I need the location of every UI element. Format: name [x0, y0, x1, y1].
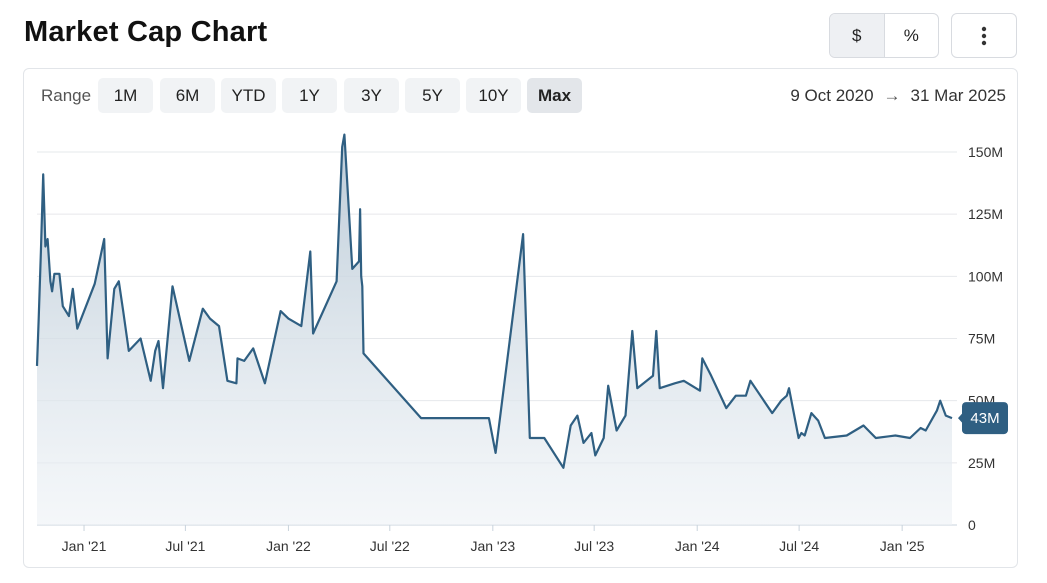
x-tick-label: Jul '24 [779, 538, 819, 554]
date-range[interactable]: 9 Oct 2020 → 31 Mar 2025 [790, 86, 1006, 106]
arrow-right-icon: → [883, 86, 901, 105]
unit-toggle: $ % [829, 13, 939, 58]
chart-area [35, 133, 953, 525]
area-fill [37, 134, 952, 525]
x-tick-label: Jan '23 [470, 538, 515, 554]
more-vertical-icon [981, 26, 987, 45]
x-tick-label: Jan '24 [675, 538, 720, 554]
y-tick-label: 25M [968, 455, 995, 471]
last-value-badge [962, 402, 1008, 435]
more-options-button[interactable] [951, 13, 1017, 58]
y-tick-label: 150M [968, 144, 1003, 160]
chart-panel [23, 68, 1018, 568]
date-from: 9 Oct 2020 [790, 86, 874, 105]
date-to: 31 Mar 2025 [910, 86, 1006, 105]
range-button-10y[interactable]: 10Y [466, 78, 521, 113]
range-button-1m[interactable]: 1M [98, 78, 153, 113]
range-button-6m[interactable]: 6M [160, 78, 215, 113]
range-button-max[interactable]: Max [527, 78, 582, 113]
last-value-marker: 43M [958, 402, 1008, 435]
page-title: Market Cap Chart [24, 16, 268, 48]
x-tick-label: Jan '25 [880, 538, 925, 554]
percent-toggle-button[interactable]: % [903, 25, 919, 45]
range-button-1y[interactable]: 1Y [282, 78, 337, 113]
x-tick-label: Jul '23 [574, 538, 614, 554]
range-button-5y[interactable]: 5Y [405, 78, 460, 113]
y-tick-label: 125M [968, 206, 1003, 222]
range-label: Range [41, 86, 92, 105]
dollar-toggle-button[interactable]: $ [830, 14, 885, 57]
x-axis: Jan '21 Jul '21 Jan '22 Jul '22 Jan '23 Jul '… [62, 525, 925, 554]
last-value-label: 43M [970, 410, 999, 427]
y-tick-label: 75M [968, 331, 995, 347]
range-button-3y[interactable]: 3Y [344, 78, 399, 113]
x-tick-label: Jul '22 [370, 538, 410, 554]
y-tick-label: 100M [968, 268, 1003, 284]
x-tick-label: Jul '21 [165, 538, 205, 554]
x-tick-label: Jan '22 [266, 538, 311, 554]
y-tick-label: 0 [968, 517, 976, 533]
range-button-ytd[interactable]: YTD [221, 78, 276, 113]
x-tick-label: Jan '21 [62, 538, 107, 554]
series-line [35, 133, 953, 469]
